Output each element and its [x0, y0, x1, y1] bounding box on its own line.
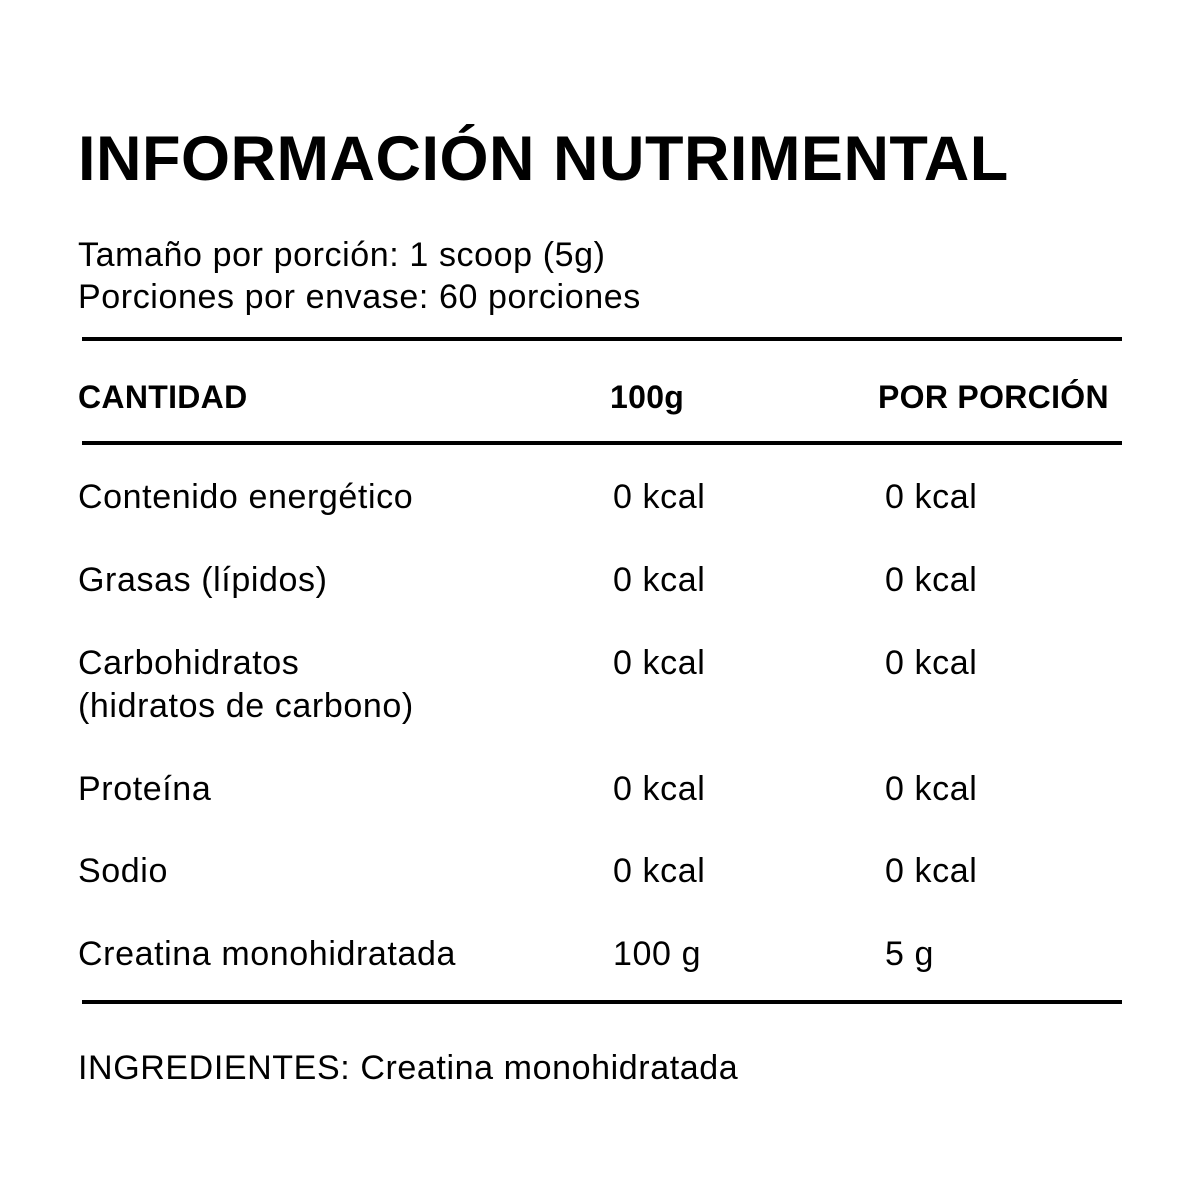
page-title: INFORMACIÓN NUTRIMENTAL [78, 124, 1009, 194]
header-100g: 100g [610, 379, 685, 415]
nutrient-name: Creatina monohidratada [78, 935, 456, 973]
header-por-porcion: POR PORCIÓN [878, 379, 1109, 415]
nutrient-name: Sodio [78, 852, 168, 890]
value-per-serving: 0 kcal [885, 770, 978, 808]
header-cantidad: CANTIDAD [78, 379, 248, 415]
nutrient-name: Contenido energético [78, 478, 414, 516]
divider-header [82, 441, 1122, 445]
ingredients: INGREDIENTES: Creatina monohidratada [78, 1049, 739, 1087]
nutrient-name-line2: (hidratos de carbono) [78, 687, 414, 725]
value-per-serving: 5 g [885, 935, 935, 973]
servings-per-container: Porciones por envase: 60 porciones [78, 278, 641, 316]
value-100g: 0 kcal [613, 561, 706, 599]
serving-size: Tamaño por porción: 1 scoop (5g) [78, 236, 606, 274]
nutrient-name: Proteína [78, 770, 212, 808]
value-per-serving: 0 kcal [885, 478, 978, 516]
value-100g: 0 kcal [613, 852, 706, 890]
value-100g: 0 kcal [613, 644, 706, 682]
value-100g: 0 kcal [613, 770, 706, 808]
value-100g: 0 kcal [613, 478, 706, 516]
nutrient-name: Carbohidratos [78, 644, 300, 682]
value-per-serving: 0 kcal [885, 852, 978, 890]
nutrient-name: Grasas (lípidos) [78, 561, 328, 599]
value-per-serving: 0 kcal [885, 561, 978, 599]
value-100g: 100 g [613, 935, 702, 973]
divider-bottom [82, 1000, 1122, 1004]
value-per-serving: 0 kcal [885, 644, 978, 682]
divider-top [82, 337, 1122, 341]
